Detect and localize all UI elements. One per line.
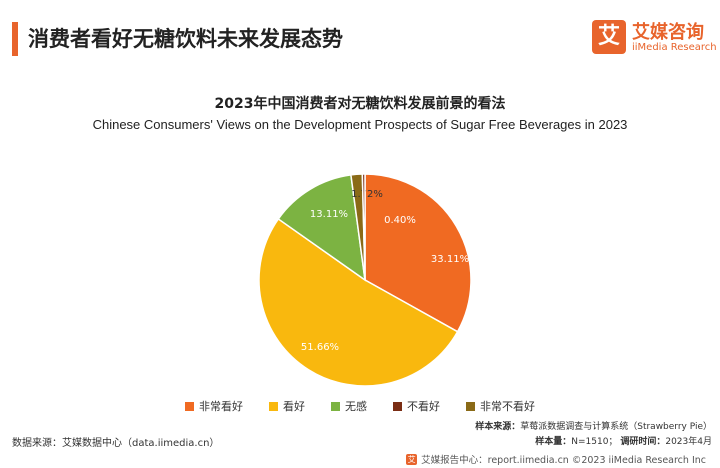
legend-swatch — [331, 401, 340, 411]
footer-logo-icon: 艾 — [406, 453, 418, 465]
legend-label: 看好 — [283, 400, 305, 413]
logo-mark-icon: 艾 — [592, 20, 626, 54]
pie-slice-neutral — [277, 174, 366, 282]
legend-label: 非常看好 — [199, 400, 243, 413]
legend-item-very-negative: 非常不看好 — [466, 397, 535, 415]
brand-logo: 艾 艾媒咨询 iiMedia Research — [592, 16, 717, 60]
pie-label-very-positive: 33.11% — [431, 254, 469, 265]
pie-label-negative: 0.40% — [384, 215, 416, 226]
pie-slice-negative — [361, 173, 366, 281]
pie-slice-very-positive — [364, 173, 472, 333]
header: 消费者看好无糖饮料未来发展态势 艾 艾媒咨询 iiMedia Research — [0, 0, 720, 80]
legend-label: 非常不看好 — [480, 400, 535, 413]
legend-item-neutral: 无感 — [331, 397, 367, 415]
legend-swatch — [466, 401, 475, 411]
footer-text: 艾媒报告中心：report.iimedia.cn ©2023 iiMedia R… — [421, 455, 706, 466]
footer: 艾 艾媒报告中心：report.iimedia.cn ©2023 iiMedia… — [0, 450, 720, 468]
chart-title: 2023年中国消费者对无糖饮料发展前景的看法 — [214, 96, 506, 112]
sample-size-label: 样本量： — [535, 437, 572, 447]
chart-subtitle: Chinese Consumers' Views on the Developm… — [92, 117, 628, 132]
pie-label-very-negative: 1.72% — [351, 189, 383, 200]
pie-label-positive: 51.66% — [301, 342, 339, 353]
legend-swatch — [393, 401, 402, 411]
legend-item-negative: 不看好 — [393, 397, 440, 415]
pie-slice-positive — [258, 217, 459, 387]
chart-legend: 非常看好 看好 无感 不看好 非常不看好 — [0, 397, 720, 415]
data-source: 数据来源：艾媒数据中心（data.iimedia.cn） — [12, 438, 220, 449]
legend-item-very-positive: 非常看好 — [185, 397, 243, 415]
legend-swatch — [269, 401, 278, 411]
sample-source-value: 草莓派数据调查与计算系统（Strawberry Pie） — [520, 422, 712, 432]
header-accent-bar — [12, 22, 18, 56]
legend-label: 不看好 — [407, 400, 440, 413]
sample-size-line: 样本量：N=1510； 调研时间：2023年4月 — [475, 435, 712, 450]
logo-name-cn: 艾媒咨询 — [632, 22, 704, 43]
sample-notes: 样本来源：草莓派数据调查与计算系统（Strawberry Pie） 样本量：N=… — [475, 420, 712, 450]
sample-source-label: 样本来源： — [475, 422, 521, 432]
legend-item-positive: 看好 — [269, 397, 305, 415]
pie-label-neutral: 13.11% — [310, 209, 348, 220]
sample-size-value: N=1510； — [571, 437, 618, 447]
survey-time-value: 2023年4月 — [665, 437, 712, 447]
survey-time-label: 调研时间： — [620, 437, 666, 447]
legend-swatch — [185, 401, 194, 411]
sample-source-line: 样本来源：草莓派数据调查与计算系统（Strawberry Pie） — [475, 420, 712, 435]
page-title: 消费者看好无糖饮料未来发展态势 — [28, 27, 343, 51]
logo-name-en: iiMedia Research — [632, 42, 717, 53]
legend-label: 无感 — [345, 400, 367, 413]
